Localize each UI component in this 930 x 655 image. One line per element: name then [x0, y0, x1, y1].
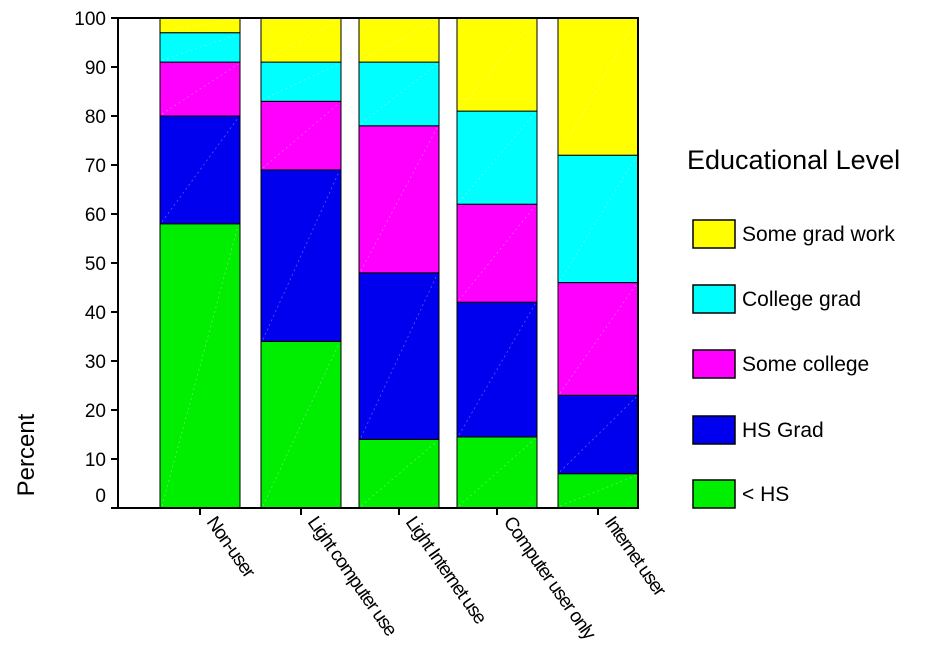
x-tick-label-non-user: Non-user [202, 513, 260, 583]
bar-segment-light-computer-use-hs-grad [260, 169, 342, 342]
bar-hatch-line [161, 63, 239, 115]
legend-swatch-hs [692, 479, 736, 509]
bar-segment-non-user-hs-grad [159, 115, 241, 225]
bar-hatch-line [559, 475, 637, 507]
bar-segment-light-internet-use-hs-grad [358, 272, 440, 440]
legend-label-hs: < HS [742, 483, 789, 506]
bar-segment-computer-user-only-some-grad-work [456, 17, 538, 112]
y-tick-label-60: 60 [85, 205, 106, 226]
x-tick-label-internet-user: Internet user [600, 513, 671, 601]
legend-swatch-college-grad [692, 284, 736, 314]
y-axis-label: Percent [13, 413, 40, 496]
bar-segment-light-internet-use-college-grad [358, 61, 440, 127]
bar-hatch-line [559, 156, 637, 281]
x-tick-label-light-computer-use: Light computer use [303, 513, 401, 640]
y-tick-label-70: 70 [85, 156, 106, 177]
y-tick-label-100: 100 [74, 9, 106, 30]
bar-hatch-line [458, 303, 536, 436]
bar-segment-internet-user-college-grad [557, 154, 639, 284]
bar-segment-computer-user-only-hs-grad [456, 301, 538, 438]
legend-swatch-some-grad-work [692, 219, 736, 249]
bar-hatch-line [161, 117, 239, 223]
bar-segment-light-internet-use-some-college [358, 125, 440, 274]
legend-swatch-hs-grad [692, 415, 736, 445]
x-tick-label-computer-user-only: Computer user only [499, 513, 600, 645]
bar-hatch-line [262, 19, 340, 61]
bars-layer [159, 17, 639, 509]
bar-hatch-line [360, 19, 438, 61]
bar-hatch-line [161, 225, 239, 507]
x-tick-label-light-internet-use: Light Internet use [401, 513, 490, 628]
legend-swatch-some-college [692, 349, 736, 379]
y-tick-label-30: 30 [85, 352, 106, 373]
bar-hatch-line [262, 102, 340, 169]
bar-hatch-line [262, 171, 340, 340]
y-axis-ticks: 0 10 20 30 40 50 60 70 80 90 100 [74, 9, 118, 509]
bar-hatch-line [360, 63, 438, 125]
bar-segment-computer-user-only-hs [456, 436, 538, 509]
bar-hatch-line [559, 284, 637, 394]
y-tick-label-40: 40 [85, 303, 106, 324]
y-tick-label-20: 20 [85, 401, 106, 422]
bar-hatch-line [161, 34, 239, 61]
bar-segment-light-computer-use-some-grad-work [260, 17, 342, 63]
legend-label-college-grad: College grad [742, 288, 861, 311]
y-tick-label-50: 50 [85, 254, 106, 275]
bar-segment-internet-user-hs-grad [557, 394, 639, 475]
bar-hatch-line [360, 127, 438, 271]
bar-hatch-line [458, 438, 536, 507]
legend-label-some-grad-work: Some grad work [742, 223, 895, 246]
legend-label-some-college: Some college [742, 353, 869, 376]
legend-label-hs-grad: HS Grad [742, 419, 824, 442]
legend-title: Educational Level [687, 145, 900, 175]
bar-segment-non-user-some-grad-work [159, 17, 241, 34]
y-tick-label-10: 10 [85, 450, 106, 471]
bar-segment-non-user-college-grad [159, 32, 241, 63]
bar-hatch-line [360, 441, 438, 507]
bar-segment-light-internet-use-some-grad-work [358, 17, 440, 63]
legend: Some grad work College grad Some college HS… [692, 219, 895, 509]
y-tick-label-90: 90 [85, 58, 106, 79]
y-tick-label-80: 80 [85, 107, 106, 128]
bar-hatch-line [458, 205, 536, 301]
bar-segment-computer-user-only-some-college [456, 203, 538, 303]
y-tick-label-0: 0 [95, 486, 106, 507]
bar-segment-internet-user-hs [557, 473, 639, 509]
bar-segment-light-computer-use-hs [260, 340, 342, 509]
bar-hatch-line [559, 19, 637, 154]
bar-hatch-line [262, 63, 340, 100]
x-axis-ticks: Non-user Light computer use Light Internet… [199, 508, 671, 645]
bar-segment-non-user-hs [159, 223, 241, 509]
bar-segment-internet-user-some-college [557, 282, 639, 396]
bar-segment-computer-user-only-college-grad [456, 110, 538, 205]
